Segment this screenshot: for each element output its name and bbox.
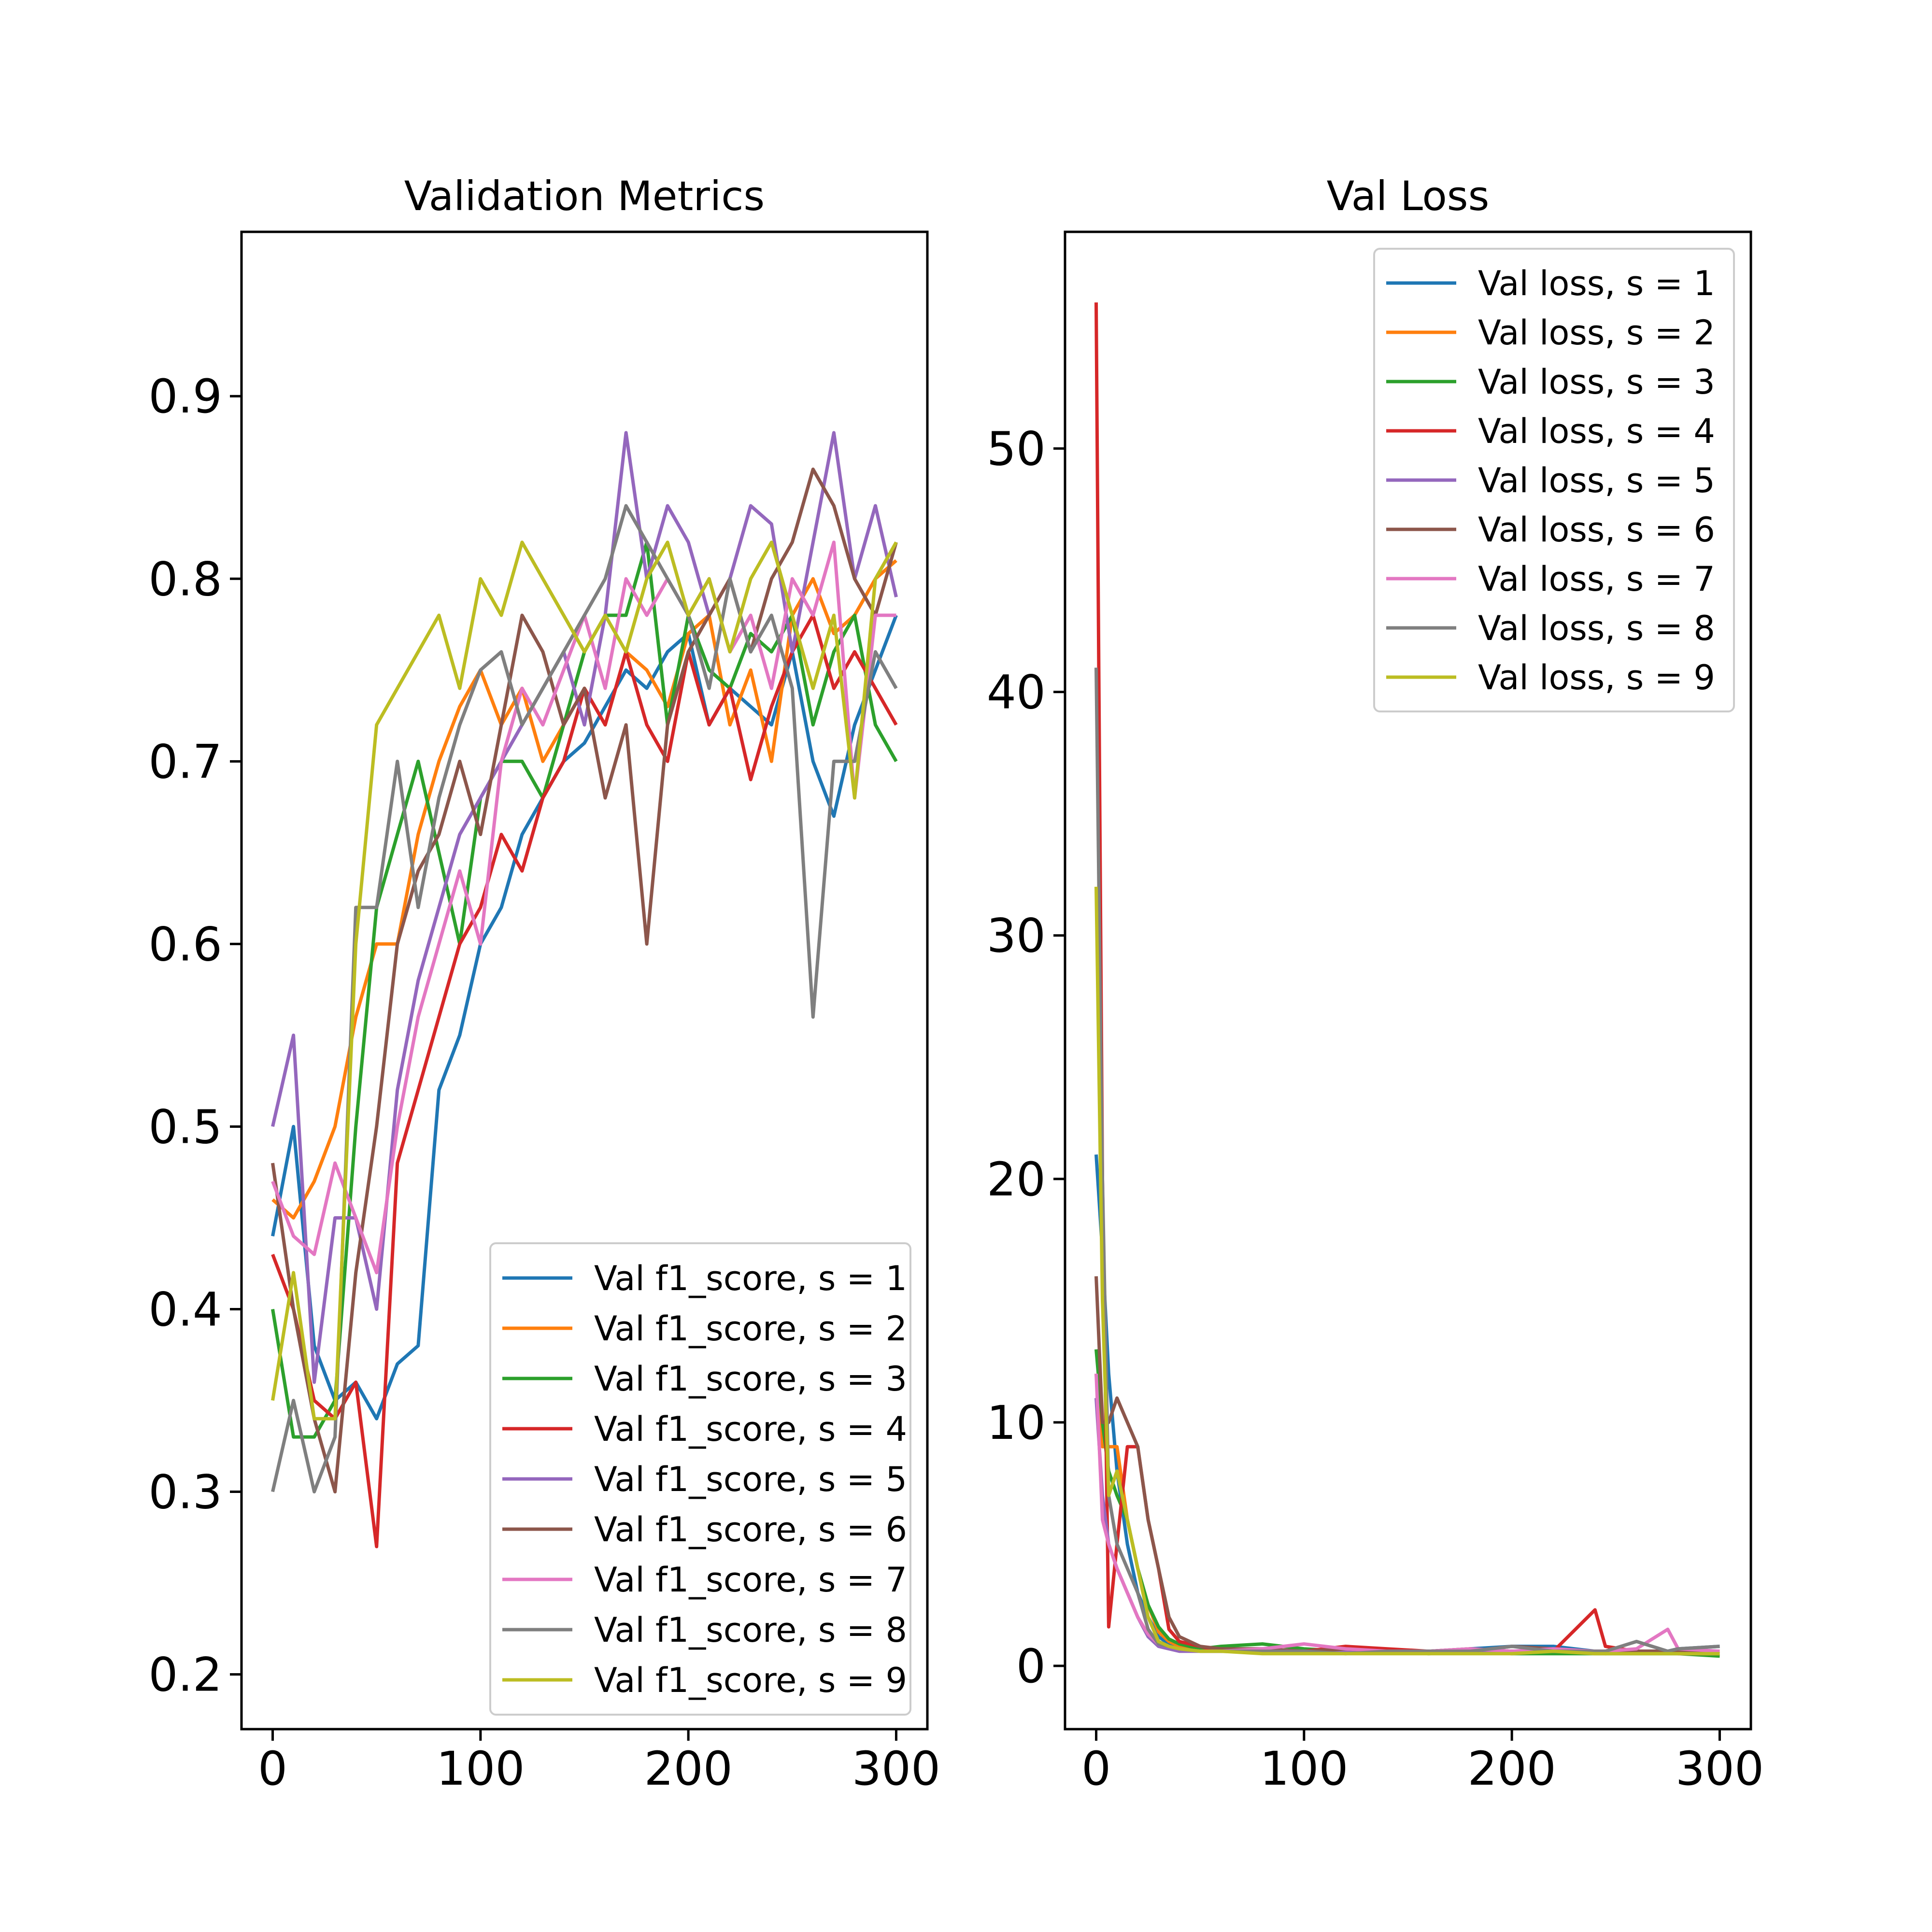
legend-box bbox=[1373, 248, 1735, 712]
series-line-9 bbox=[1094, 886, 1720, 1656]
x-tick-label: 0 bbox=[258, 1742, 287, 1796]
y-tick-label: 20 bbox=[987, 1152, 1046, 1207]
legend-label-5: Val loss, s = 5 bbox=[1478, 461, 1715, 500]
x-tick-label: 200 bbox=[1468, 1742, 1556, 1796]
y-tick-label: 30 bbox=[987, 909, 1046, 963]
series-line-6 bbox=[271, 468, 898, 1493]
y-tick-label: 0 bbox=[1016, 1639, 1046, 1693]
axes-frame bbox=[1064, 230, 1752, 1731]
x-tick-label: 0 bbox=[1081, 1742, 1111, 1796]
legend-label-6: Val f1_score, s = 6 bbox=[594, 1510, 907, 1549]
validation-metrics-panel: Validation Metrics 0 100 200 300 0.20.30.40… bbox=[148, 172, 940, 1796]
legend-label-3: Val loss, s = 3 bbox=[1478, 362, 1715, 402]
legend-label-2: Val f1_score, s = 2 bbox=[594, 1309, 907, 1349]
y-axis: 0 10 20 30 40 50 bbox=[987, 422, 1065, 1693]
plot-area bbox=[1094, 302, 1720, 1658]
axes-frame bbox=[240, 230, 929, 1731]
legend-label-2: Val loss, s = 2 bbox=[1478, 313, 1715, 353]
legend-label-5: Val f1_score, s = 5 bbox=[594, 1460, 907, 1499]
legend-label-9: Val loss, s = 9 bbox=[1478, 658, 1715, 697]
y-tick-label: 0.2 bbox=[148, 1648, 222, 1702]
x-tick-label: 300 bbox=[1676, 1742, 1764, 1796]
legend-label-7: Val f1_score, s = 7 bbox=[594, 1560, 907, 1600]
y-tick-label: 0.9 bbox=[148, 369, 222, 424]
val-loss-panel: Val Loss 0 100 200 300 0 10 20 30 40 50 Val loss… bbox=[987, 172, 1764, 1796]
y-tick-label: 50 bbox=[987, 422, 1046, 476]
y-tick-label: 10 bbox=[987, 1396, 1046, 1450]
y-tick-label: 0.6 bbox=[148, 917, 222, 971]
y-tick-label: 0.5 bbox=[148, 1100, 222, 1154]
series-lines bbox=[271, 431, 898, 1548]
x-tick-label: 100 bbox=[436, 1742, 525, 1796]
y-axis: 0.2 0.3 0.4 0.5 0.6 0.7 0.8 0.9 bbox=[148, 369, 242, 1702]
x-tick-label: 200 bbox=[644, 1742, 733, 1796]
legend-label-1: Val loss, s = 1 bbox=[1478, 264, 1715, 303]
y-tick-label: 0.8 bbox=[148, 552, 222, 606]
series-line-8 bbox=[271, 504, 898, 1493]
legend: Val loss, s = 1 Val loss, s = 2 Val loss, … bbox=[1373, 248, 1735, 712]
legend-label-8: Val loss, s = 8 bbox=[1478, 609, 1715, 648]
legend-label-7: Val loss, s = 7 bbox=[1478, 559, 1715, 599]
legend-label-3: Val f1_score, s = 3 bbox=[594, 1359, 907, 1399]
x-axis: 0 100 200 300 bbox=[258, 1729, 940, 1796]
legend-box bbox=[489, 1242, 911, 1716]
legend: Val f1_score, s = 1 Val f1_score, s = 2 Va… bbox=[489, 1242, 911, 1716]
chart-title: Validation Metrics bbox=[404, 172, 765, 220]
legend-label-6: Val loss, s = 6 bbox=[1478, 510, 1715, 550]
legend-label-1: Val f1_score, s = 1 bbox=[594, 1259, 907, 1298]
y-tick-label: 0.7 bbox=[148, 735, 222, 789]
plot-area bbox=[271, 431, 898, 1548]
series-line-5 bbox=[271, 431, 898, 1384]
x-axis: 0 100 200 300 bbox=[1081, 1729, 1764, 1796]
legend-label-8: Val f1_score, s = 8 bbox=[594, 1610, 907, 1650]
series-line-8 bbox=[1094, 668, 1720, 1656]
series-lines bbox=[1094, 302, 1720, 1658]
legend-label-9: Val f1_score, s = 9 bbox=[594, 1661, 907, 1700]
series-line-9 bbox=[271, 540, 898, 1421]
legend-label-4: Val loss, s = 4 bbox=[1478, 412, 1715, 451]
chart-title: Val Loss bbox=[1327, 172, 1490, 220]
x-tick-label: 100 bbox=[1260, 1742, 1348, 1796]
y-tick-label: 0.4 bbox=[148, 1282, 222, 1336]
x-tick-label: 300 bbox=[852, 1742, 940, 1796]
y-tick-label: 0.3 bbox=[148, 1465, 222, 1520]
y-tick-label: 40 bbox=[987, 666, 1046, 720]
legend-label-4: Val f1_score, s = 4 bbox=[594, 1409, 907, 1449]
